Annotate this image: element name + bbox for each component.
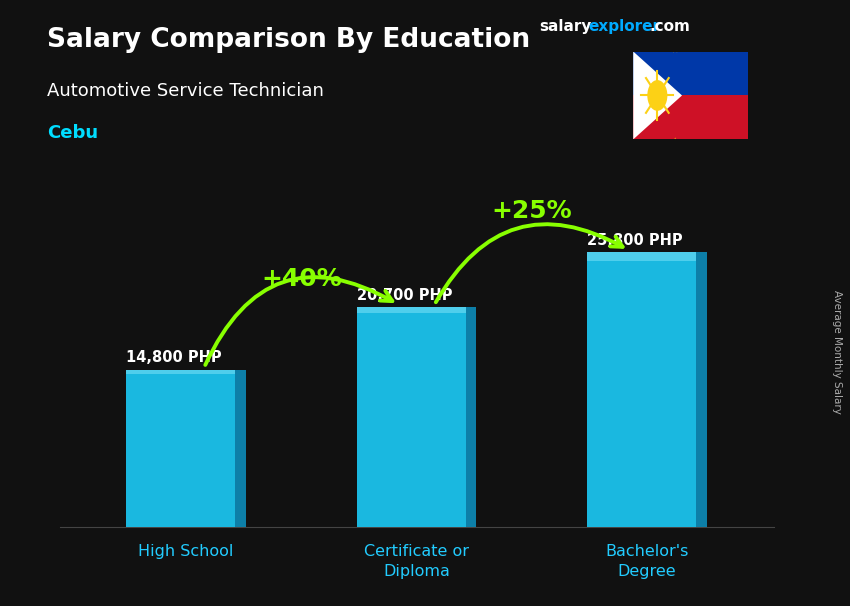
- Bar: [357, 307, 466, 313]
- Bar: [587, 253, 700, 527]
- Bar: [127, 370, 235, 375]
- Text: Cebu: Cebu: [47, 124, 98, 142]
- Text: explorer: explorer: [588, 19, 660, 35]
- Bar: [633, 52, 748, 95]
- Polygon shape: [672, 138, 678, 147]
- Text: +40%: +40%: [261, 267, 342, 291]
- Text: Automotive Service Technician: Automotive Service Technician: [47, 82, 324, 100]
- Text: 14,800 PHP: 14,800 PHP: [127, 350, 222, 365]
- Polygon shape: [672, 43, 678, 53]
- Text: 25,800 PHP: 25,800 PHP: [587, 233, 683, 248]
- Bar: [696, 253, 706, 527]
- Bar: [466, 307, 476, 527]
- Polygon shape: [633, 52, 682, 139]
- Text: Average Monthly Salary: Average Monthly Salary: [832, 290, 842, 413]
- Bar: [235, 370, 246, 527]
- Bar: [357, 307, 469, 527]
- Bar: [587, 253, 696, 261]
- Text: Salary Comparison By Education: Salary Comparison By Education: [47, 27, 530, 53]
- Polygon shape: [619, 90, 625, 100]
- Circle shape: [648, 80, 667, 111]
- Text: 20,700 PHP: 20,700 PHP: [357, 287, 452, 302]
- Text: .com: .com: [649, 19, 690, 35]
- Text: salary: salary: [540, 19, 592, 35]
- Text: +25%: +25%: [491, 199, 572, 223]
- Bar: [127, 370, 239, 527]
- Bar: [633, 95, 748, 139]
